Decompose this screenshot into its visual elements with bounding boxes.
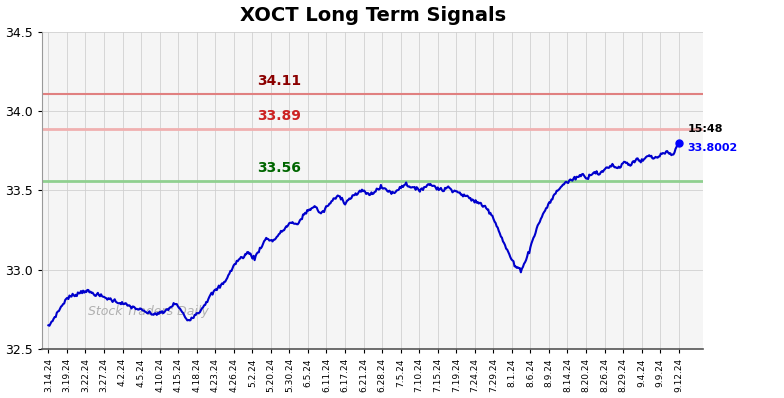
Text: 34.11: 34.11 (256, 74, 301, 88)
Text: 33.8002: 33.8002 (688, 144, 738, 154)
Text: 33.56: 33.56 (256, 161, 300, 175)
Text: Stock Traders Daily: Stock Traders Daily (88, 304, 209, 318)
Text: 33.89: 33.89 (256, 109, 300, 123)
Title: XOCT Long Term Signals: XOCT Long Term Signals (240, 6, 506, 25)
Text: 15:48: 15:48 (688, 124, 724, 134)
